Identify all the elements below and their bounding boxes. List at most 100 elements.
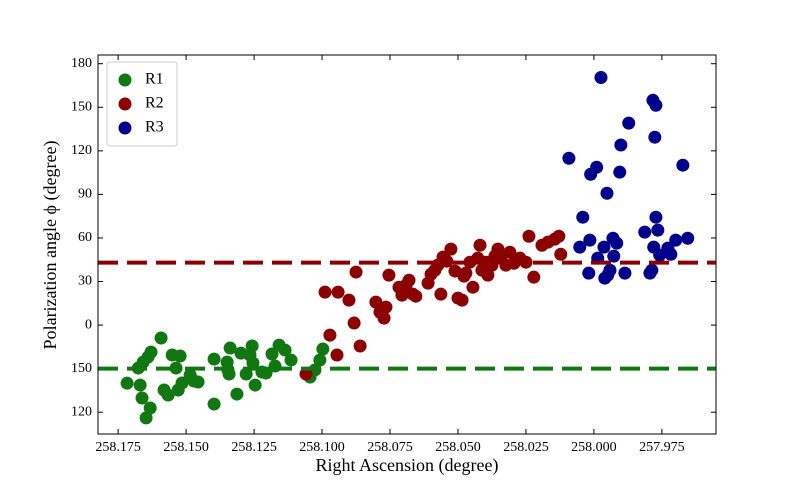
point — [664, 247, 678, 261]
point — [562, 151, 576, 165]
point — [597, 240, 611, 254]
point — [434, 287, 448, 301]
point — [607, 249, 621, 263]
point — [649, 98, 663, 112]
point — [316, 342, 330, 356]
y-tick-label: 90 — [78, 187, 92, 202]
y-axis-label: Polarization angle ϕ (degree) — [40, 141, 61, 350]
x-tick-label: 258.050 — [435, 440, 481, 455]
x-tick-label: 257.975 — [639, 440, 685, 455]
point — [554, 247, 568, 261]
point — [342, 293, 356, 307]
point — [651, 223, 665, 237]
legend-label: R2 — [145, 95, 164, 112]
point — [676, 158, 690, 172]
point — [583, 233, 597, 247]
point — [527, 270, 541, 284]
y-tick-label: 120 — [71, 404, 92, 419]
point — [519, 255, 533, 269]
point — [409, 289, 423, 303]
y-tick-label: 120 — [71, 143, 92, 158]
point — [135, 391, 149, 405]
point — [382, 268, 396, 282]
point — [284, 353, 298, 367]
point — [582, 266, 596, 280]
point — [669, 233, 683, 247]
point — [573, 240, 587, 254]
x-tick-label: 258.000 — [571, 440, 617, 455]
point — [379, 300, 393, 314]
point — [120, 376, 134, 390]
legend-marker — [118, 73, 132, 87]
plot-frame — [97, 54, 717, 435]
point — [313, 353, 327, 367]
x-axis-label: Right Ascension (degree) — [316, 455, 499, 476]
point — [576, 210, 590, 224]
legend-marker — [118, 121, 132, 135]
point — [600, 186, 614, 200]
point — [349, 265, 363, 279]
point — [143, 401, 157, 415]
point — [614, 138, 628, 152]
point — [331, 285, 345, 299]
point — [161, 388, 175, 402]
point — [154, 331, 168, 345]
point — [594, 71, 608, 85]
point — [245, 339, 259, 353]
y-tick-label: 150 — [71, 361, 92, 376]
point — [318, 285, 332, 299]
legend-label: R1 — [145, 71, 164, 88]
x-tick-label: 258.175 — [95, 440, 141, 455]
point — [649, 210, 663, 224]
point — [377, 311, 391, 325]
point — [144, 345, 158, 359]
point — [239, 367, 253, 381]
x-tick-label: 258.025 — [503, 440, 549, 455]
point — [278, 343, 292, 357]
point — [522, 229, 536, 243]
point — [466, 280, 480, 294]
point — [299, 367, 313, 381]
point — [610, 236, 624, 250]
point — [459, 266, 473, 280]
point — [222, 367, 236, 381]
point — [353, 339, 367, 353]
point — [590, 160, 604, 174]
x-tick-label: 258.150 — [163, 440, 209, 455]
x-tick-label: 258.125 — [231, 440, 277, 455]
point — [223, 341, 237, 355]
point — [603, 263, 617, 277]
point — [133, 378, 147, 392]
point — [207, 397, 221, 411]
point — [648, 130, 662, 144]
point — [330, 348, 344, 362]
point — [139, 411, 153, 425]
point — [369, 295, 383, 309]
point — [503, 245, 517, 259]
point — [175, 376, 189, 390]
point — [681, 231, 695, 245]
legend-label: R3 — [145, 119, 164, 136]
x-tick-label: 258.100 — [299, 440, 345, 455]
point — [207, 352, 221, 366]
point — [552, 229, 566, 243]
legend-marker — [118, 97, 132, 111]
point — [173, 349, 187, 363]
point — [169, 361, 183, 375]
point — [444, 242, 458, 256]
y-tick-label: 60 — [78, 230, 92, 245]
point — [347, 316, 361, 330]
point — [455, 293, 469, 307]
y-tick-label: 180 — [71, 56, 92, 71]
point — [645, 263, 659, 277]
point — [191, 375, 205, 389]
point — [481, 268, 495, 282]
point — [395, 288, 409, 302]
point — [622, 116, 636, 130]
x-tick-label: 258.075 — [367, 440, 413, 455]
point — [618, 266, 632, 280]
point — [265, 347, 279, 361]
legend-box — [106, 61, 178, 147]
y-tick-label: 0 — [85, 317, 92, 332]
